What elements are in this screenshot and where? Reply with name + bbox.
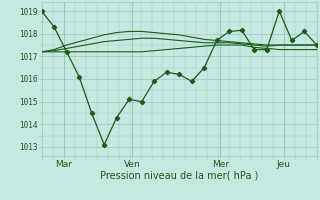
X-axis label: Pression niveau de la mer( hPa ): Pression niveau de la mer( hPa ) <box>100 171 258 181</box>
